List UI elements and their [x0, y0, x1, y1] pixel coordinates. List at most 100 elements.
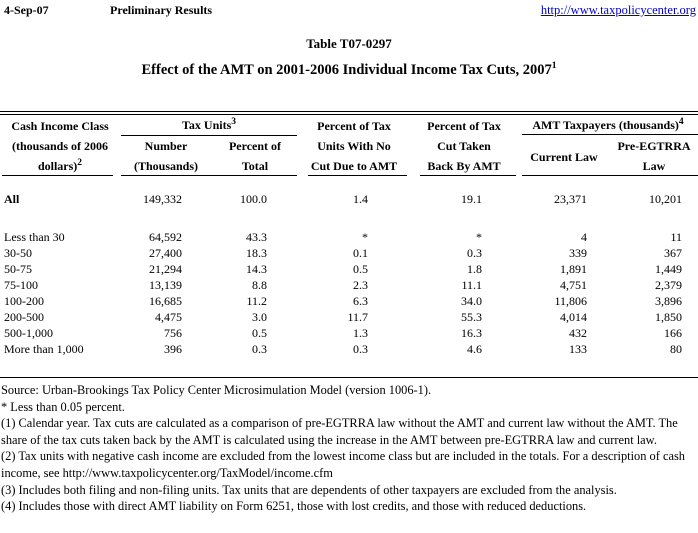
table-row: 50-75 21,294 14.3 0.5 1.8 1,891 1,449	[0, 261, 698, 277]
source-note: Source: Urban-Brookings Tax Policy Cente…	[1, 383, 432, 397]
cell-value: 19.1	[461, 192, 482, 206]
cell-value: 0.5	[252, 326, 267, 340]
website-link[interactable]: http://www.taxpolicycenter.org	[540, 3, 696, 17]
cell-value: 367	[664, 246, 682, 260]
amt-taxpayers-underline	[522, 134, 698, 135]
cell-value: 11.7	[347, 310, 368, 324]
footnote-1: (1) Calendar year. Tax cuts are calculat…	[1, 416, 678, 447]
footnote-4: (4) Includes those with direct AMT liabi…	[1, 499, 587, 514]
row-label: All	[4, 192, 20, 206]
cell-value: 6.3	[353, 294, 368, 308]
cell-value: 11,806	[554, 294, 587, 308]
cell-value: 27,400	[149, 246, 182, 260]
footnote-3: (3) Includes both filing and non-filing …	[1, 482, 617, 497]
cell-value: 8.8	[252, 278, 267, 292]
col-group-amt-taxpayers: AMT Taxpayers (thousands)4	[532, 117, 684, 132]
cell-value: 0.3	[353, 342, 368, 356]
cell-value: 16,685	[149, 294, 182, 308]
cell-value: 1.4	[353, 192, 368, 206]
col-header-pre-egtrra-law: Pre-EGTRRA Law	[617, 139, 691, 173]
table-row: Less than 30 64,592 43.3 * * 4 11	[0, 229, 698, 245]
col-header-current-law: Current Law	[530, 149, 598, 164]
table-body: All 149,332 100.0 1.4 19.1 23,371 10,201 Less t…	[0, 191, 698, 359]
cell-value: 4	[581, 230, 587, 244]
cell-value: 339	[569, 246, 587, 260]
table-row: 200-500 4,475 3.0 11.7 55.3 4,014 1,850	[0, 309, 698, 325]
cell-value: 23,371	[554, 192, 587, 206]
header-rule-segment	[2, 175, 113, 176]
cell-value: 1,850	[655, 310, 682, 324]
row-label: 75-100	[4, 278, 38, 292]
data-table: Cash Income Class (thousands of 2006 dol…	[0, 111, 698, 359]
cell-value: 1.3	[353, 326, 368, 340]
cell-value: 1,449	[655, 262, 682, 276]
col-header-cash-income-class: Cash Income Class (thousands of 2006 dol…	[11, 119, 109, 173]
cell-value: 80	[670, 342, 682, 356]
cell-value: *	[476, 230, 482, 244]
cell-value: 3.0	[252, 310, 267, 324]
date-label: 4-Sep-07	[4, 3, 49, 17]
cell-value: 0.5	[353, 262, 368, 276]
cell-value: 64,592	[149, 230, 182, 244]
cell-value: 34.0	[461, 294, 482, 308]
tax-units-underline	[121, 135, 297, 136]
cell-value: 432	[569, 326, 587, 340]
cell-value: 166	[664, 326, 682, 340]
row-label: More than 1,000	[4, 342, 84, 356]
cell-value: 0.3	[252, 342, 267, 356]
col-group-tax-units: Tax Units3	[182, 117, 236, 132]
title-footnote-ref: 1	[551, 61, 557, 72]
footnote-2: (2) Tax units with negative cash income …	[1, 449, 685, 480]
cell-value: 13,139	[149, 278, 182, 292]
cell-value: 43.3	[246, 230, 267, 244]
cell-value: 21,294	[149, 262, 182, 276]
cell-value: 11.1	[461, 278, 482, 292]
cell-value: 14.3	[246, 262, 267, 276]
row-label: 200-500	[4, 310, 44, 324]
cell-value: 3,896	[655, 294, 682, 308]
table-title-text: Effect of the AMT on 2001-2006 Individua…	[141, 62, 552, 78]
preliminary-results-label: Preliminary Results	[110, 3, 213, 17]
table-row: More than 1,000 396 0.3 0.3 4.6 133 80	[0, 341, 698, 357]
table-row: 75-100 13,139 8.8 2.3 11.1 4,751 2,379	[0, 277, 698, 293]
header-rule-segment	[308, 175, 407, 176]
cell-value: 4.6	[467, 342, 482, 356]
cell-value: 2.3	[353, 278, 368, 292]
row-label: 50-75	[4, 262, 32, 276]
table-row: 100-200 16,685 11.2 6.3 34.0 11,806 3,896	[0, 293, 698, 309]
cell-value: *	[362, 230, 368, 244]
cell-value: 2,379	[655, 278, 682, 292]
row-label: 500-1,000	[4, 326, 53, 340]
cell-value: 4,751	[560, 278, 587, 292]
cell-value: 100.0	[240, 192, 267, 206]
row-label: 30-50	[4, 246, 32, 260]
row-label: Less than 30	[4, 230, 65, 244]
cell-value: 1.8	[467, 262, 482, 276]
cell-value: 0.3	[467, 246, 482, 260]
header-rule-segment	[522, 175, 698, 176]
header-rule-segment	[420, 175, 516, 176]
cell-value: 18.3	[246, 246, 267, 260]
cell-value: 396	[164, 342, 182, 356]
table-row: 500-1,000 756 0.5 1.3 16.3 432 166	[0, 325, 698, 341]
amt-taxpayers-footnote-ref: 4	[678, 117, 684, 127]
col-header-pct-cut-taken-back: Percent of Tax Cut Taken Back By AMT	[427, 119, 501, 173]
footnotes: Source: Urban-Brookings Tax Policy Cente…	[0, 377, 698, 515]
table-row: 30-50 27,400 18.3 0.1 0.3 339 367	[0, 245, 698, 261]
table-header: Cash Income Class (thousands of 2006 dol…	[0, 115, 698, 177]
cell-value: 756	[164, 326, 182, 340]
row-label: 100-200	[4, 294, 44, 308]
cell-value: 10,201	[649, 192, 682, 206]
col-header-number-thousands: Number (Thousands)	[133, 139, 199, 173]
cell-value: 55.3	[461, 310, 482, 324]
cell-value: 11	[670, 230, 682, 244]
tax-units-footnote-ref: 3	[231, 117, 236, 127]
cell-value: 133	[569, 342, 587, 356]
cash-footnote-ref: 2	[77, 158, 83, 168]
cell-value: 149,332	[143, 192, 182, 206]
cell-value: 0.1	[353, 246, 368, 260]
page-top-bar: 4-Sep-07 Preliminary Results http://www.…	[0, 3, 698, 19]
cell-value: 4,014	[560, 310, 587, 324]
asterisk-note: * Less than 0.05 percent.	[1, 399, 125, 414]
